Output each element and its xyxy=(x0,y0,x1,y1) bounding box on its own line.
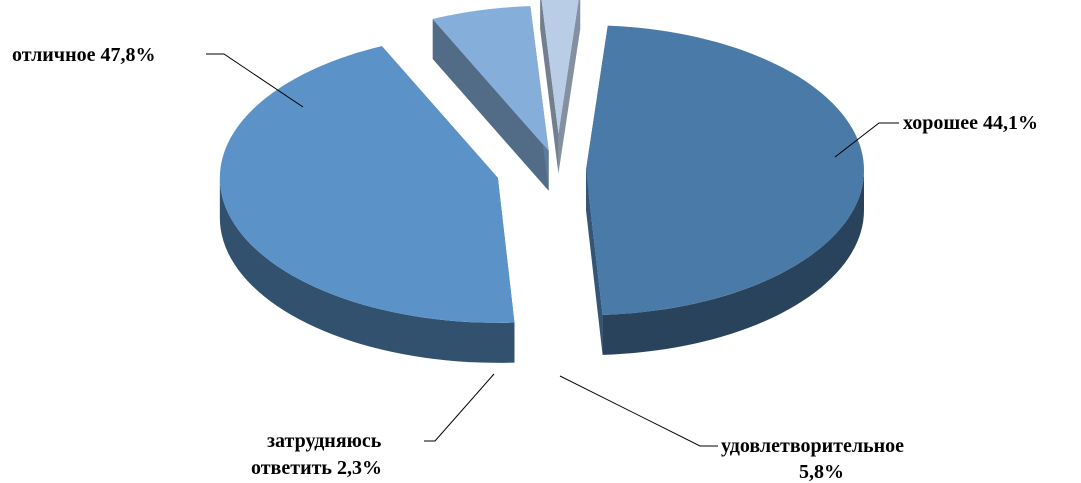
pie-slice-difficult-wall-1 xyxy=(558,0,581,174)
pie-slice-satisfactory-wall-0 xyxy=(432,19,549,191)
leader-lines-group xyxy=(206,53,899,447)
pie-slice-satisfactory-top xyxy=(432,6,549,151)
pie-slice-satisfactory xyxy=(432,6,549,191)
slice-label-satisfactory-line2: 5,8% xyxy=(799,461,844,483)
leader-line-good xyxy=(834,122,899,158)
labels-group: отличное 47,8% хорошее 44,1% удовлетвори… xyxy=(12,44,1038,483)
slice-label-satisfactory-line1: удовлетворительное xyxy=(721,435,904,457)
pie-slice-difficult-top xyxy=(541,0,579,134)
pie-slice-excellent-side-0 xyxy=(602,170,864,355)
pie-slice-excellent-wall-1 xyxy=(585,170,603,355)
pie-slice-good xyxy=(219,46,515,363)
leader-line-excellent xyxy=(206,53,304,108)
slices-group xyxy=(219,0,864,363)
pie-slice-excellent xyxy=(585,25,864,355)
pie-slice-difficult xyxy=(540,0,581,174)
slice-label-difficult-line2: ответить 2,3% xyxy=(251,457,382,479)
pie-slice-excellent-top xyxy=(585,25,864,315)
slice-label-excellent: отличное 47,8% xyxy=(12,44,156,66)
pie-slice-difficult-wall-0 xyxy=(540,0,559,174)
pie-slice-good-top xyxy=(219,46,515,323)
slice-label-difficult-line1: затрудняюсь xyxy=(267,430,382,452)
leader-line-difficult xyxy=(424,373,495,442)
pie-slice-good-side-0 xyxy=(219,177,515,363)
leader-line-satisfactory xyxy=(559,375,718,447)
slice-label-good: хорошее 44,1% xyxy=(903,112,1038,134)
